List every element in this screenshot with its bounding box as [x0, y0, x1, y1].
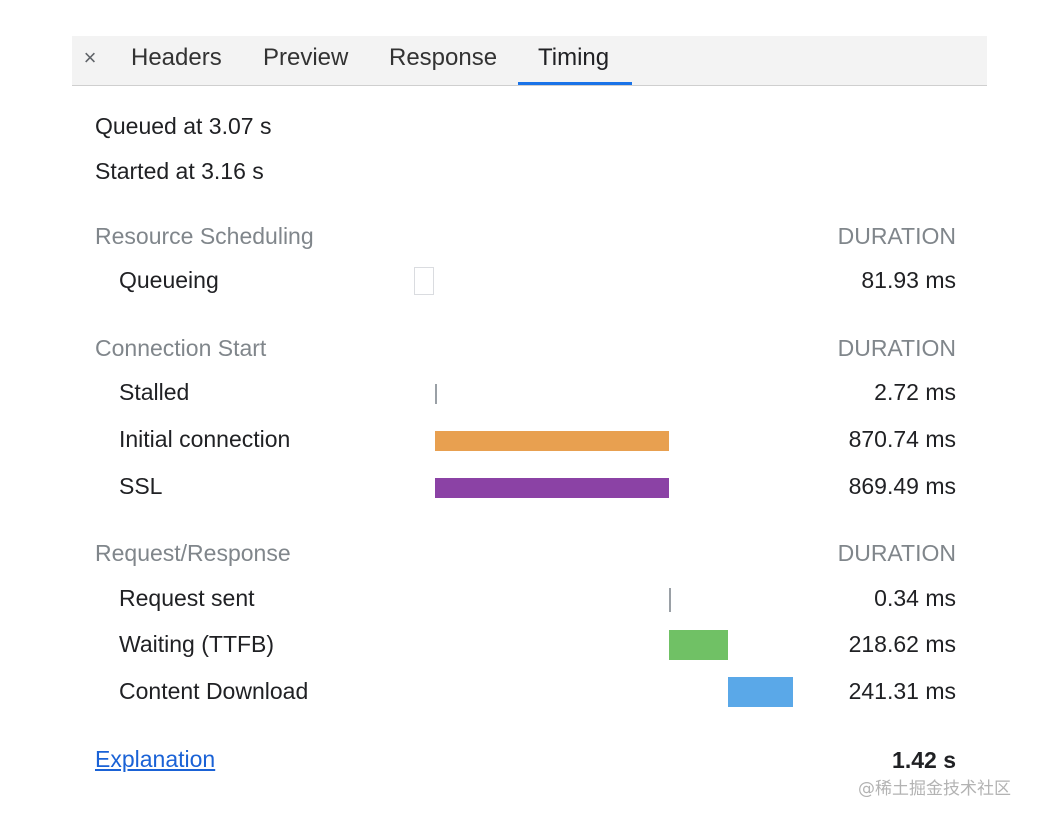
row-value-request-sent: 0.34 ms	[874, 585, 956, 611]
tab-headers[interactable]: Headers	[131, 44, 222, 71]
watermark-text: @稀土掘金技术社区	[858, 779, 1011, 799]
content-download-bar	[728, 677, 793, 707]
active-tab-indicator	[518, 82, 632, 85]
stalled-bar	[435, 384, 437, 404]
waiting-ttfb-bar	[669, 630, 728, 660]
row-value-content-download: 241.31 ms	[848, 678, 956, 704]
tab-timing[interactable]: Timing	[538, 44, 610, 71]
row-value-ssl: 869.49 ms	[848, 473, 956, 499]
total-duration: 1.42 s	[892, 747, 956, 773]
tab-preview[interactable]: Preview	[263, 44, 349, 71]
row-label-request-sent: Request sent	[119, 585, 255, 611]
duration-header: DURATION	[837, 540, 956, 566]
tab-response[interactable]: Response	[389, 44, 498, 71]
started-at-text: Started at 3.16 s	[95, 158, 264, 184]
explanation-link[interactable]: Explanation	[95, 746, 216, 772]
ssl-bar	[435, 478, 669, 498]
duration-header: DURATION	[837, 335, 956, 361]
close-icon[interactable]: ×	[83, 45, 97, 70]
duration-header: DURATION	[837, 223, 956, 249]
row-label-ssl: SSL	[119, 473, 163, 499]
initial-connection-bar	[435, 431, 669, 451]
row-value-stalled: 2.72 ms	[874, 379, 956, 405]
row-label-stalled: Stalled	[119, 379, 190, 405]
row-label-queueing: Queueing	[119, 267, 219, 293]
tab-bar: × Headers Preview Response Timing	[72, 36, 987, 86]
queueing-bar	[414, 267, 434, 295]
section-title-request-response: Request/Response	[95, 540, 291, 566]
request-sent-bar	[669, 588, 671, 612]
row-label-initial-connection: Initial connection	[119, 426, 291, 452]
row-value-initial-connection: 870.74 ms	[848, 426, 956, 452]
row-label-waiting-ttfb: Waiting (TTFB)	[119, 631, 275, 657]
section-title-resource-scheduling: Resource Scheduling	[95, 223, 314, 249]
queued-at-text: Queued at 3.07 s	[95, 113, 272, 139]
row-value-waiting-ttfb: 218.62 ms	[848, 631, 956, 657]
row-label-content-download: Content Download	[119, 678, 309, 704]
section-title-connection-start: Connection Start	[95, 335, 267, 361]
row-value-queueing: 81.93 ms	[861, 267, 956, 293]
